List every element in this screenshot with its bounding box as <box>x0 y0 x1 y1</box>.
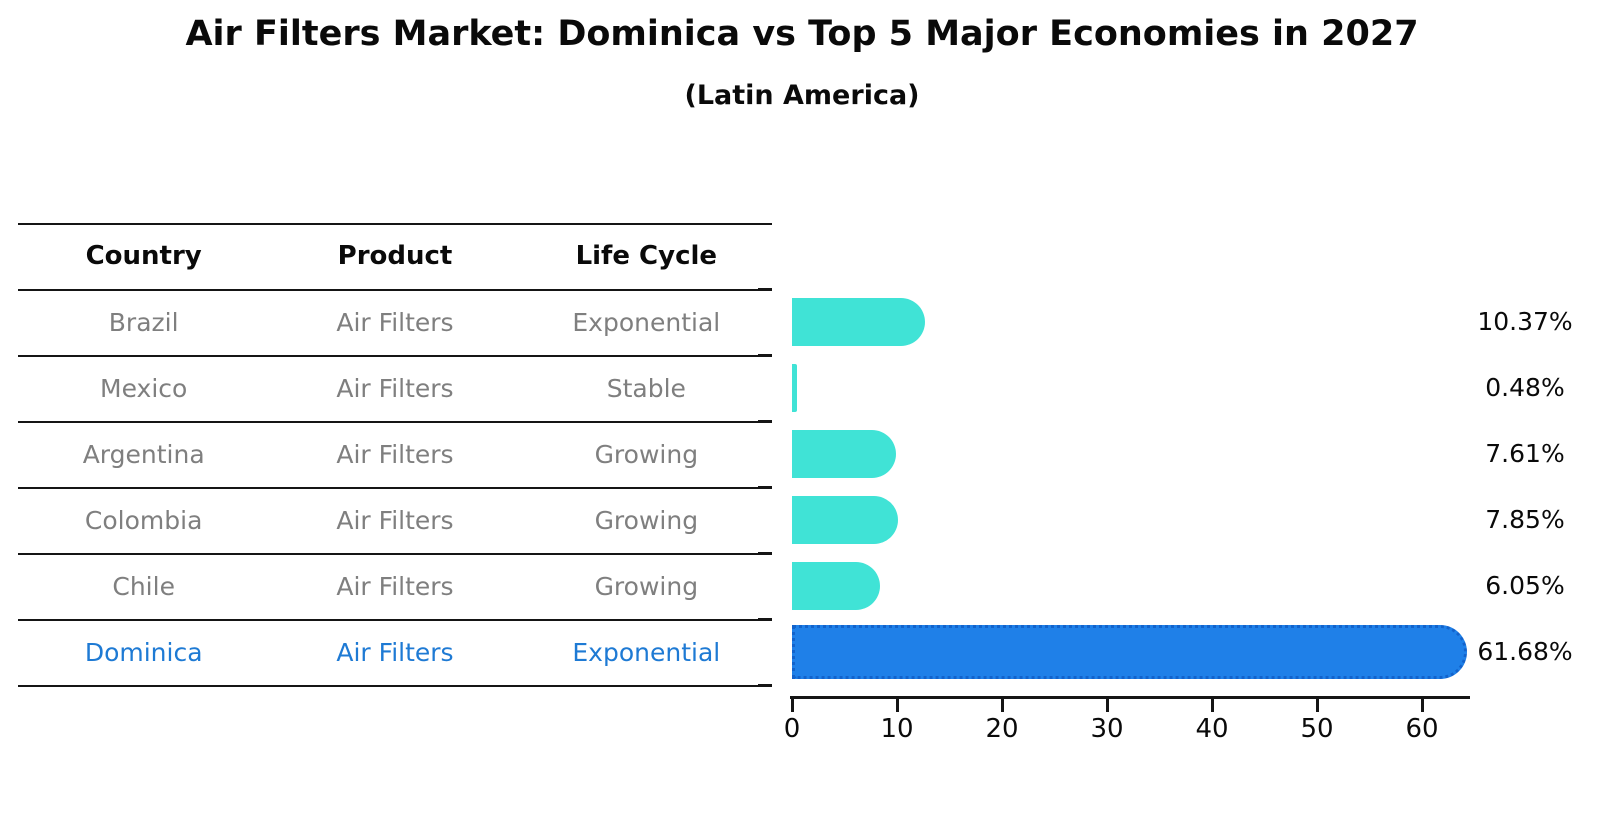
bar-value-label: 10.37% <box>1477 307 1573 336</box>
y-axis-tick <box>758 354 772 356</box>
bar-value-label: 61.68% <box>1477 637 1573 666</box>
cell-product: Air Filters <box>336 571 454 601</box>
y-axis-tick <box>758 552 772 554</box>
table-border <box>18 223 772 225</box>
x-axis-tick-label: 50 <box>1300 714 1334 744</box>
x-axis-tick-label: 40 <box>1195 714 1229 744</box>
x-axis-tick <box>1000 699 1004 712</box>
x-axis-tick-label: 0 <box>783 714 801 744</box>
bar-mexico <box>792 364 798 412</box>
bar-brazil <box>792 298 925 346</box>
page-subtitle: (Latin America) <box>684 80 920 111</box>
bar-argentina <box>792 430 896 478</box>
table-border <box>18 553 772 555</box>
y-axis-tick <box>758 486 772 488</box>
cell-country: Dominica <box>84 637 203 667</box>
bar-value-label: 7.61% <box>1485 439 1565 468</box>
table-border <box>18 487 772 489</box>
table-header-row: Country Product Life Cycle <box>18 223 772 289</box>
cell-country: Argentina <box>82 439 205 469</box>
x-axis-tick-label: 60 <box>1405 714 1439 744</box>
bar-colombia <box>792 496 899 544</box>
cell-product: Air Filters <box>336 505 454 535</box>
cell-life-cycle: Exponential <box>572 637 721 667</box>
x-axis-tick <box>790 699 794 712</box>
y-axis-tick <box>758 684 772 686</box>
cell-country: Chile <box>112 571 175 601</box>
table-border <box>18 685 772 687</box>
table-border <box>18 289 772 291</box>
x-axis-tick <box>895 699 899 712</box>
x-axis-tick-label: 30 <box>1090 714 1124 744</box>
page-title: Air Filters Market: Dominica vs Top 5 Ma… <box>185 14 1419 54</box>
column-header-product: Product <box>337 241 453 271</box>
cell-country: Colombia <box>84 505 203 535</box>
bar-dominica <box>792 625 1467 679</box>
cell-life-cycle: Growing <box>594 439 699 469</box>
table-row: Colombia Air Filters Growing <box>18 487 772 553</box>
bar-value-label: 7.85% <box>1485 505 1565 534</box>
bar-value-label: 6.05% <box>1485 571 1565 600</box>
x-axis-tick <box>1210 699 1214 712</box>
cell-country: Mexico <box>100 373 188 403</box>
column-header-country: Country <box>85 241 202 271</box>
cell-product: Air Filters <box>336 373 454 403</box>
table-row: Argentina Air Filters Growing <box>18 421 772 487</box>
x-axis-tick-label: 20 <box>985 714 1019 744</box>
bar-chile <box>792 562 880 610</box>
table-row: Mexico Air Filters Stable <box>18 355 772 421</box>
y-axis-tick <box>758 618 772 620</box>
cell-product: Air Filters <box>336 439 454 469</box>
bar-value-label: 0.48% <box>1485 373 1565 402</box>
x-axis-line <box>790 696 1470 699</box>
x-axis-tick-label: 10 <box>880 714 914 744</box>
column-header-life-cycle: Life Cycle <box>575 241 718 271</box>
cell-life-cycle: Exponential <box>572 307 721 337</box>
x-axis-tick <box>1420 699 1424 712</box>
cell-life-cycle: Growing <box>594 505 699 535</box>
table-row: Dominica Air Filters Exponential <box>18 619 772 685</box>
cell-life-cycle: Growing <box>594 571 699 601</box>
x-axis-tick <box>1315 699 1319 712</box>
table-border <box>18 355 772 357</box>
cell-life-cycle: Stable <box>606 373 686 403</box>
table-row: Chile Air Filters Growing <box>18 553 772 619</box>
table-row: Brazil Air Filters Exponential <box>18 289 772 355</box>
cell-country: Brazil <box>108 307 179 337</box>
cell-product: Air Filters <box>336 307 454 337</box>
x-axis-tick <box>1105 699 1109 712</box>
table-border <box>18 619 772 621</box>
y-axis-tick <box>758 288 772 290</box>
y-axis-tick <box>758 420 772 422</box>
cell-product: Air Filters <box>336 637 454 667</box>
table-border <box>18 421 772 423</box>
